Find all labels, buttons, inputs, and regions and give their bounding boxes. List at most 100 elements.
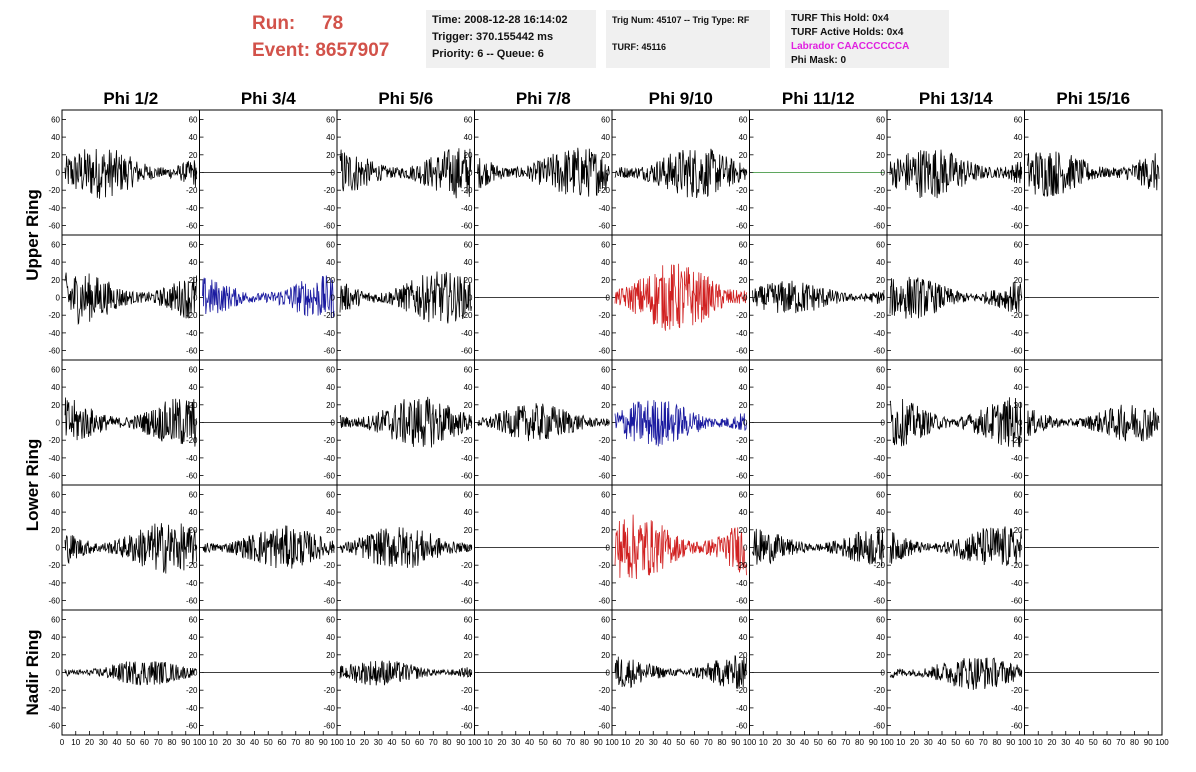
ytick-label-r2-c4-2: 20 — [601, 401, 610, 410]
xtick-label-c4-5: 50 — [676, 738, 685, 747]
ytick-label-r3-c7-6: -60 — [1011, 597, 1023, 606]
ytick-label-r2-c4-5: -40 — [598, 454, 610, 463]
ytick-label-r4-c6-1: 40 — [876, 633, 885, 642]
ytick-label-r2-c5-0: 60 — [739, 365, 748, 374]
ytick-label-r0-c5-4: -20 — [736, 186, 748, 195]
xtick-label-c2-2: 20 — [360, 738, 369, 747]
xtick-label-c1-3: 30 — [236, 738, 245, 747]
xtick-label-c4-9: 90 — [731, 738, 740, 747]
ytick-label-r2-c0-1: 40 — [51, 383, 60, 392]
xtick-label-c2-8: 80 — [443, 738, 452, 747]
ytick-label-r3-c1-1: 40 — [189, 508, 198, 517]
ytick-label-r0-c6-3: 0 — [881, 169, 886, 178]
ytick-label-r2-c2-6: -60 — [323, 472, 335, 481]
waveform-r3-c5 — [752, 528, 885, 567]
waveform-r2-c7 — [1027, 404, 1160, 442]
column-header-3: Phi 7/8 — [516, 89, 571, 108]
ytick-label-r2-c2-3: 0 — [331, 419, 336, 428]
ytick-label-r1-c0-6: -60 — [48, 347, 60, 356]
ytick-label-r1-c0-4: -20 — [48, 311, 60, 320]
ytick-label-r4-c5-5: -40 — [736, 704, 748, 713]
ytick-label-r0-c3-2: 20 — [464, 151, 473, 160]
ytick-label-r2-c3-0: 60 — [464, 365, 473, 374]
ytick-label-r3-c6-4: -20 — [873, 561, 885, 570]
ytick-label-r1-c1-3: 0 — [193, 294, 198, 303]
ytick-label-r3-c5-5: -40 — [736, 579, 748, 588]
ytick-label-r3-c7-3: 0 — [1018, 544, 1023, 553]
ytick-label-r4-c2-1: 40 — [326, 633, 335, 642]
ytick-label-r1-c2-2: 20 — [326, 276, 335, 285]
column-header-6: Phi 13/14 — [919, 89, 993, 108]
ytick-label-r1-c4-0: 60 — [601, 240, 610, 249]
ytick-label-r4-c0-3: 0 — [56, 669, 61, 678]
ytick-label-r2-c1-1: 40 — [189, 383, 198, 392]
ytick-label-r2-c0-5: -40 — [48, 454, 60, 463]
xtick-label-c7-7: 70 — [1116, 738, 1125, 747]
waveform-r2-c6 — [889, 397, 1022, 448]
xtick-label-c0-9: 90 — [181, 738, 190, 747]
waveform-r4-c2 — [339, 660, 472, 686]
ytick-label-r2-c6-2: 20 — [876, 401, 885, 410]
waveform-r1-c1 — [202, 275, 335, 319]
ytick-label-r4-c5-2: 20 — [739, 651, 748, 660]
ytick-label-r1-c6-1: 40 — [876, 258, 885, 267]
ytick-label-r1-c7-0: 60 — [1014, 240, 1023, 249]
trig-num-text: Trig Num: 45107 -- Trig Type: RF — [612, 15, 750, 25]
ytick-label-r3-c3-6: -60 — [461, 597, 473, 606]
ytick-label-r0-c1-5: -40 — [186, 204, 198, 213]
ytick-label-r4-c6-3: 0 — [881, 669, 886, 678]
xtick-label-c7-8: 80 — [1130, 738, 1139, 747]
waveform-r3-c6 — [889, 526, 1022, 567]
ytick-label-r1-c4-3: 0 — [606, 294, 611, 303]
ytick-label-r3-c4-5: -40 — [598, 579, 610, 588]
ytick-label-r4-c1-2: 20 — [189, 651, 198, 660]
ytick-label-r2-c7-5: -40 — [1011, 454, 1023, 463]
xtick-label-c0-1: 10 — [71, 738, 80, 747]
ytick-label-r3-c0-1: 40 — [51, 508, 60, 517]
ytick-label-r0-c6-2: 20 — [876, 151, 885, 160]
ytick-label-r0-c0-0: 60 — [51, 115, 60, 124]
xtick-label-c6-8: 80 — [993, 738, 1002, 747]
ytick-label-r1-c1-0: 60 — [189, 240, 198, 249]
ytick-label-r1-c2-5: -40 — [323, 329, 335, 338]
ytick-label-r4-c1-3: 0 — [193, 669, 198, 678]
xtick-label-c0-3: 30 — [99, 738, 108, 747]
ytick-label-r0-c6-5: -40 — [873, 204, 885, 213]
xtick-label-c7-5: 50 — [1089, 738, 1098, 747]
ytick-label-r2-c5-2: 20 — [739, 401, 748, 410]
ytick-label-r2-c4-0: 60 — [601, 365, 610, 374]
ytick-label-r1-c1-2: 20 — [189, 276, 198, 285]
waveform-r3-c1 — [202, 525, 335, 569]
ytick-label-r3-c3-0: 60 — [464, 490, 473, 499]
xtick-label-c1-8: 80 — [305, 738, 314, 747]
ytick-label-r3-c2-2: 20 — [326, 526, 335, 535]
ytick-label-r3-c7-5: -40 — [1011, 579, 1023, 588]
xtick-label-c4-6: 60 — [690, 738, 699, 747]
panel-r0-c2 — [336, 109, 475, 236]
ytick-label-r0-c2-6: -60 — [323, 222, 335, 231]
ytick-label-r2-c1-5: -40 — [186, 454, 198, 463]
waveform-r4-c6 — [889, 657, 1022, 690]
waveform-r3-c0 — [64, 523, 197, 574]
ytick-label-r2-c1-3: 0 — [193, 419, 198, 428]
xtick-label-c7-6: 60 — [1103, 738, 1112, 747]
xtick-label-c0-0: 0 — [60, 738, 65, 747]
ytick-label-r1-c0-5: -40 — [48, 329, 60, 338]
ytick-label-r2-c6-5: -40 — [873, 454, 885, 463]
ytick-label-r4-c5-6: -60 — [736, 722, 748, 731]
ytick-label-r2-c3-1: 40 — [464, 383, 473, 392]
ytick-label-r3-c2-0: 60 — [326, 490, 335, 499]
xtick-label-c2-10: 100 — [468, 738, 482, 747]
event-value: 8657907 — [315, 40, 390, 61]
ytick-label-r1-c0-1: 40 — [51, 258, 60, 267]
ytick-label-r0-c1-4: -20 — [186, 186, 198, 195]
ytick-label-r1-c4-1: 40 — [601, 258, 610, 267]
ytick-label-r3-c6-5: -40 — [873, 579, 885, 588]
ytick-label-r1-c6-3: 0 — [881, 294, 886, 303]
column-header-5: Phi 11/12 — [782, 89, 855, 108]
column-header-1: Phi 3/4 — [241, 89, 296, 108]
ytick-label-r1-c2-1: 40 — [326, 258, 335, 267]
waveform-r4-c0 — [64, 661, 197, 686]
ytick-label-r4-c1-5: -40 — [186, 704, 198, 713]
labrador-text: Labrador CAACCCCCCA — [791, 41, 910, 52]
